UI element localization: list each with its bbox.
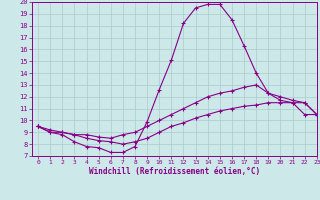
X-axis label: Windchill (Refroidissement éolien,°C): Windchill (Refroidissement éolien,°C) <box>89 167 260 176</box>
